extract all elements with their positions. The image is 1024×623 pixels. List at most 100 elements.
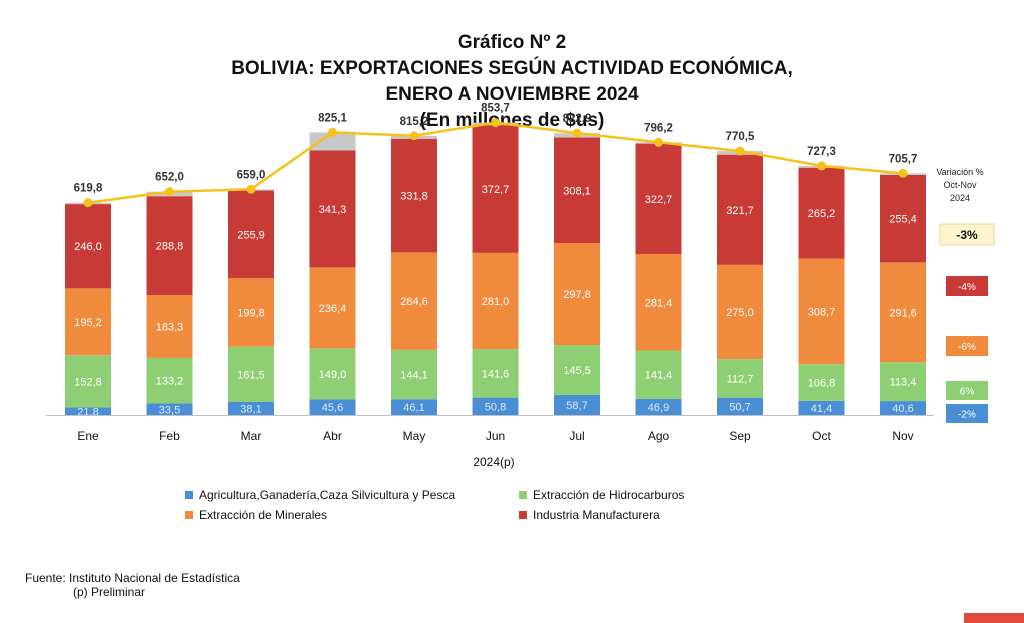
- data-label: 45,6: [322, 402, 343, 414]
- bar-segment-s1-Sep: [717, 359, 763, 398]
- bar-segment-s0-Oct: [798, 400, 845, 415]
- variation-value: -6%: [958, 342, 976, 353]
- bar-segment-s3-Sep: [717, 154, 763, 265]
- bar-segment-s1-Ago: [635, 350, 682, 399]
- total-point: [409, 131, 419, 141]
- corner-decoration: [964, 613, 1024, 623]
- bar-segment-s1-May: [391, 349, 437, 400]
- data-label: 284,6: [400, 296, 428, 308]
- legend-swatch: [519, 511, 527, 519]
- bar-segment-s1-Abr: [309, 348, 356, 400]
- chart-period: ENERO A NOVIEMBRE 2024: [385, 84, 639, 105]
- x-tick-label: Oct: [812, 429, 831, 443]
- bar-segment-s1-Jul: [554, 345, 600, 395]
- x-tick-label: Jul: [569, 429, 584, 443]
- data-label: 46,9: [648, 402, 669, 414]
- data-label: 308,1: [563, 185, 591, 197]
- variation-box: [946, 404, 988, 423]
- data-label: 322,7: [645, 194, 673, 206]
- data-label: 161,5: [237, 369, 265, 381]
- x-tick-label: Abr: [323, 429, 342, 443]
- bar-segment-s0-May: [391, 399, 437, 415]
- total-point: [654, 137, 663, 147]
- bar-segment-s2-Sep: [717, 264, 763, 360]
- data-label: 58,7: [566, 400, 587, 412]
- bar-segment-s2-Ago: [635, 254, 682, 351]
- legend-item-manufacturera: Industria Manufacturera: [519, 508, 660, 522]
- bar-segment-s1-Jun: [472, 349, 519, 398]
- bar-segment-s1-Feb: [146, 357, 193, 404]
- data-label: 281,4: [645, 297, 673, 309]
- bar-segment-s1-Ene: [65, 355, 111, 408]
- total-point: [83, 198, 93, 208]
- bar-segment-s3-Mar: [228, 190, 274, 279]
- total-point: [328, 127, 337, 137]
- bar-segment-s2-Mar: [228, 278, 274, 347]
- bar-segment-s2-Nov: [880, 262, 926, 363]
- x-tick-label: Nov: [892, 429, 913, 443]
- total-label: 796,2: [644, 122, 673, 134]
- bar-segment-s0-Abr: [309, 399, 356, 415]
- bar-segment-s0-Nov: [880, 401, 926, 415]
- data-label: 38,1: [240, 403, 261, 415]
- total-label: 853,7: [481, 103, 510, 115]
- legend-swatch: [519, 491, 527, 499]
- total-label: 825,1: [318, 112, 347, 124]
- chart-title-block: Gráfico Nº 2 BOLIVIA: EXPORTACIONES SEGÚ…: [0, 30, 1024, 134]
- bar-segment-s3-May: [391, 138, 437, 253]
- legend-item-hidrocarburos: Extracción de Hidrocarburos: [519, 488, 684, 502]
- data-label: 321,7: [726, 205, 754, 217]
- bar-segment-s3-Jul: [554, 137, 600, 244]
- variation-value: -4%: [958, 282, 976, 293]
- data-label: 113,4: [890, 377, 917, 389]
- bar-segment-s2-May: [391, 252, 437, 350]
- bar-segment-s3-Oct: [798, 167, 845, 259]
- bar-segment-s3-Feb: [146, 196, 193, 296]
- data-label: 141,4: [645, 370, 673, 382]
- data-label: 50,7: [729, 401, 750, 413]
- total-label: 727,3: [807, 146, 836, 158]
- data-label: 246,0: [74, 241, 102, 253]
- data-label: 40,6: [892, 403, 913, 415]
- total-point: [898, 168, 908, 178]
- data-label: 21,8: [77, 406, 98, 418]
- legend-swatch: [185, 491, 193, 499]
- bar-segment-s3-Abr: [309, 150, 356, 268]
- total-point: [572, 128, 582, 138]
- data-label: 33,5: [159, 404, 180, 416]
- bar-segment-s3-Ago: [635, 143, 682, 255]
- total-label: 770,5: [726, 131, 755, 143]
- bar-segment-s0-Jul: [554, 394, 600, 415]
- x-tick-label: Mar: [241, 429, 262, 443]
- chart-units: (En millones de $us): [419, 110, 605, 131]
- data-label: 183,3: [156, 322, 184, 334]
- bar-segment-s2-Jun: [472, 252, 519, 350]
- x-axis-title: 2024(p): [473, 455, 514, 469]
- data-label: 372,7: [482, 184, 510, 196]
- chart-title: BOLIVIA: EXPORTACIONES SEGÚN ACTIVIDAD E…: [231, 58, 793, 79]
- total-point: [817, 161, 826, 171]
- data-label: 255,9: [237, 229, 265, 241]
- variation-total-value: -3%: [956, 228, 978, 242]
- x-tick-label: Jun: [486, 429, 505, 443]
- chart-number: Gráfico Nº 2: [457, 32, 567, 53]
- variation-value: 6%: [960, 387, 975, 398]
- data-label: 133,2: [156, 376, 184, 388]
- data-label: 281,0: [482, 296, 510, 308]
- bar-segment-s0-Jun: [472, 397, 519, 415]
- data-label: 149,0: [319, 369, 347, 381]
- variation-box: [946, 381, 988, 400]
- variation-total-box: [939, 223, 995, 246]
- data-label: 50,8: [485, 401, 506, 413]
- bar-segment-s2-Oct: [798, 258, 845, 365]
- variation-title: Variación % Oct-Nov 2024: [936, 167, 984, 203]
- total-point: [246, 184, 256, 194]
- data-label: 195,2: [74, 317, 102, 329]
- total-point: [735, 146, 745, 156]
- data-label: 275,0: [726, 307, 754, 319]
- bar-segment-s2-Jul: [554, 243, 600, 346]
- data-label: 288,8: [156, 241, 184, 253]
- variation-box: [946, 276, 988, 296]
- bar-segment-other-Abr: [309, 132, 356, 151]
- bar-segment-s1-Nov: [880, 362, 926, 402]
